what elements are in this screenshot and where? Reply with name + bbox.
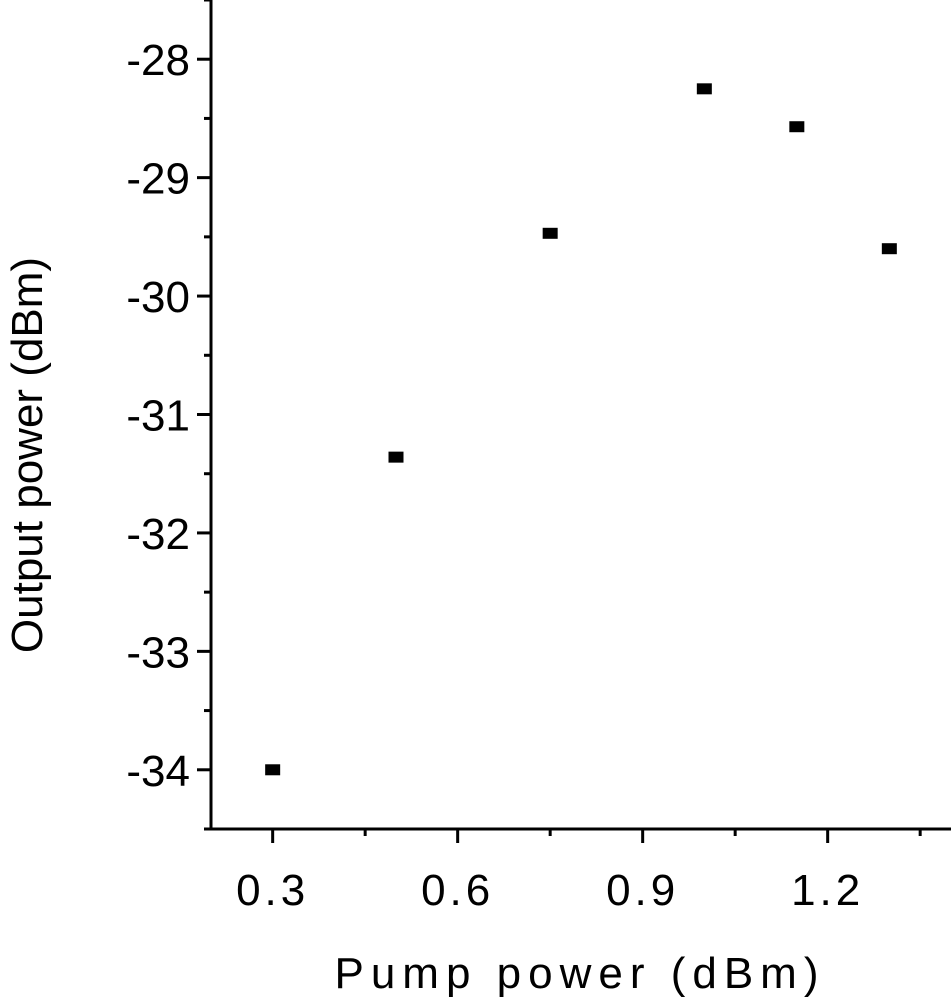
y-axis-ticks: -34 -33 -32 -31 -30 -29 -28	[126, 0, 211, 831]
y-tick-label: -34	[126, 747, 190, 796]
x-axis-ticks: 0.3 0.6 0.9 1.2	[236, 829, 922, 915]
y-tick-label: -30	[126, 273, 190, 322]
x-axis-title: Pump power (dBm)	[334, 949, 825, 998]
y-tick-label: -32	[126, 510, 190, 559]
data-point	[388, 451, 404, 463]
data-point	[265, 764, 281, 776]
y-tick-label: -28	[126, 36, 190, 85]
data-point	[789, 121, 805, 133]
x-tick-label: 0.9	[606, 866, 679, 915]
data-point	[881, 243, 897, 255]
y-axis-title: Output power (dBm)	[3, 257, 52, 653]
plot-frame	[209, 0, 951, 831]
data-point	[542, 227, 558, 239]
y-tick-label: -33	[126, 628, 190, 677]
y-tick-label: -31	[126, 392, 190, 441]
data-point	[696, 83, 712, 95]
y-tick-label: -29	[126, 155, 190, 204]
x-tick-label: 1.2	[791, 866, 864, 915]
data-points	[265, 83, 897, 776]
x-tick-label: 0.6	[421, 866, 494, 915]
x-tick-label: 0.3	[236, 866, 309, 915]
